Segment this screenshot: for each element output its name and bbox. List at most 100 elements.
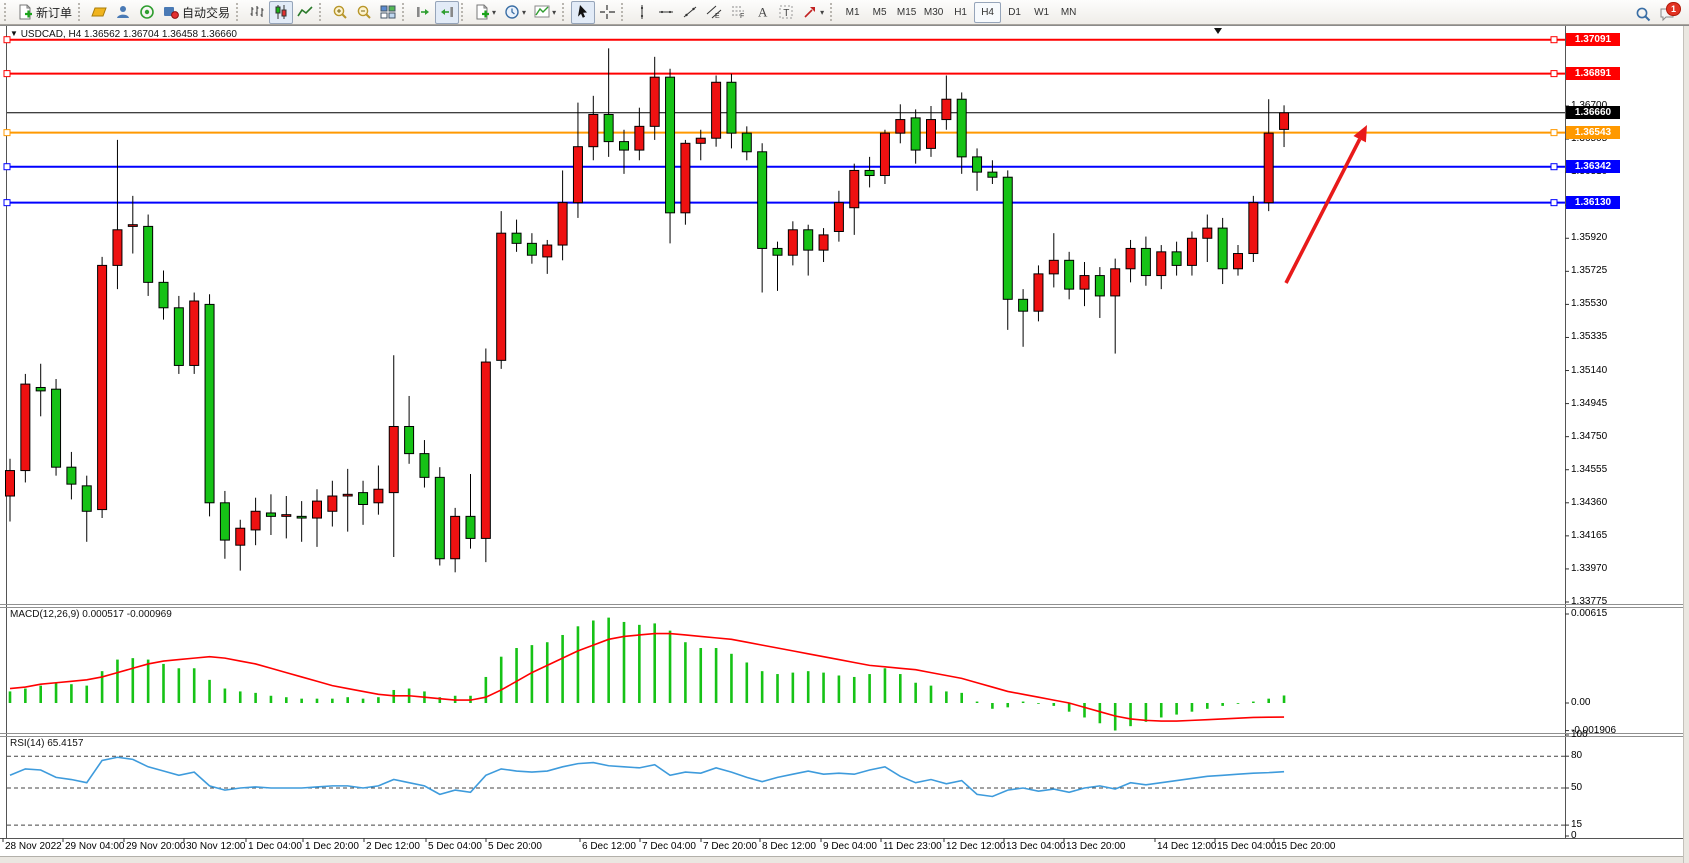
bull-candle [711,81,722,139]
arrows-button[interactable]: ▾ [798,1,828,24]
trend-arrow-annotation[interactable] [1284,138,1362,284]
pivot-line-handle[interactable] [3,129,11,137]
bull-candle [1110,268,1121,297]
toolbar: 新订单 自动交易 ▾ ▾ ▾ E F A T ▾ M1 M5 M15 M30 H1 H4 D1 W1 MN 1 [0,0,1689,25]
timeframe-d1-button[interactable]: D1 [1008,6,1021,18]
macd-histogram-bar [868,674,871,703]
price-tick-label: 1.36700 [1571,100,1607,111]
bar-chart-button[interactable] [245,1,269,24]
trend-arrow-head[interactable] [1353,125,1367,143]
bull-candle [20,383,31,472]
toolbar-grip [621,3,627,21]
text-label-icon: T [778,4,794,20]
macd-histogram-bar [39,685,42,703]
chevron-down-icon[interactable]: ▾ [552,7,557,17]
timeframe-h1-button[interactable]: H1 [954,6,967,18]
window-scrollbar[interactable] [1683,26,1689,863]
symbol-ohlc-title: USDCAD, H4 1.36562 1.36704 1.36458 1.366… [20,29,237,40]
bull-candle [1033,273,1044,312]
timeframe-mn-button[interactable]: MN [1060,6,1077,18]
bull-candle [572,146,583,204]
chevron-down-icon[interactable]: ▾ [522,7,527,17]
support-line-upper-handle[interactable] [1550,163,1558,171]
resistance-line-lower-handle[interactable] [3,70,11,78]
crosshair-button[interactable] [595,1,625,24]
bull-candle [5,470,15,497]
bull-candle [1186,237,1197,266]
timeframe-h4-button[interactable]: H4 [974,1,1002,23]
chart-menu-icon[interactable]: ▼ [10,29,18,38]
macd-histogram-bar [1206,703,1209,709]
time-tick-label: 15 Dec 20:00 [1276,841,1336,852]
trendline-button[interactable] [678,1,702,24]
candlestick-series[interactable] [5,48,1290,573]
macd-histogram-bar [499,656,503,703]
support-line-lower-handle[interactable] [1550,199,1558,207]
bear-candle [173,307,184,366]
resistance-line-upper-handle[interactable] [1550,36,1558,44]
macd-histogram-bar [1252,701,1255,703]
time-tick-label: 29 Nov 20:00 [126,841,186,852]
line-chart-button[interactable] [293,1,317,24]
macd-histogram-bar [1021,701,1025,703]
bull-candle [557,202,568,246]
chart-shift-button[interactable] [435,0,460,24]
price-tick-label: 1.34945 [1571,397,1608,409]
zoom-out-button[interactable] [352,1,376,24]
timeframe-m15-button[interactable]: M15 [896,6,917,18]
auto-scroll-button[interactable] [411,1,435,24]
bull-candle [649,76,660,127]
timeframe-w1-button[interactable]: W1 [1034,6,1050,18]
bull-candle [189,300,200,366]
macd-histogram-bar [8,691,12,703]
profiles-button[interactable] [87,1,111,24]
bull-candle [849,169,860,209]
text-button[interactable]: A [750,1,774,24]
alerts-button[interactable]: 1 [1655,1,1681,25]
pivot-line-handle[interactable] [1550,129,1558,137]
price-tick-label: 1.35140 [1571,364,1608,376]
macd-histogram-bar [1067,703,1071,712]
search-button[interactable] [1631,2,1655,25]
chevron-down-icon[interactable]: ▾ [820,7,825,17]
horizontal-line-button[interactable] [654,1,678,24]
channel-button[interactable]: E [702,1,726,24]
timeframe-m30-button[interactable]: M30 [923,6,944,18]
tile-windows-button[interactable] [376,1,400,24]
macd-histogram-bar [822,672,825,703]
macd-histogram-bar [223,688,227,703]
candlestick-button[interactable] [269,0,294,24]
market-watch-button[interactable] [111,1,135,24]
support-line-upper-handle[interactable] [3,163,11,171]
resistance-line-lower-handle[interactable] [1550,70,1558,78]
fibonacci-button[interactable]: F [726,1,750,24]
period-button[interactable]: ▾ [500,1,530,24]
rsi-tick-label: 100 [1571,729,1588,740]
toolbar-grip [319,3,325,21]
support-line-lower-handle[interactable] [3,199,11,207]
text-label-button[interactable]: T [774,1,798,24]
chart-title: ▼ USDCAD, H4 1.36562 1.36704 1.36458 1.3… [10,29,237,40]
timeframe-m1-button[interactable]: M1 [845,6,860,18]
autotrading-button[interactable]: 自动交易 [159,1,234,24]
macd-histogram-bar [1221,703,1224,706]
bull-candle [1233,253,1243,270]
resistance-line-upper-handle[interactable] [3,36,11,44]
bull-candle [833,202,844,232]
cursor-button[interactable] [571,0,596,24]
navigator-button[interactable] [135,1,159,24]
auto-scroll-icon [415,4,431,20]
plot-background[interactable] [7,26,1565,838]
indicators-button[interactable]: ▾ [530,1,560,24]
macd-histogram-bar [269,695,273,703]
new-chart-button[interactable]: ▾ [470,1,500,24]
timeframe-m5-button[interactable]: M5 [872,6,887,18]
bull-candle [941,98,952,121]
macd-histogram-bar [791,672,795,703]
new-order-button[interactable]: 新订单 [13,1,76,24]
chevron-down-icon[interactable]: ▾ [492,7,497,17]
price-badge: 1.37091 [1566,33,1620,47]
vertical-line-button[interactable] [630,1,654,24]
zoom-in-button[interactable] [328,1,352,24]
